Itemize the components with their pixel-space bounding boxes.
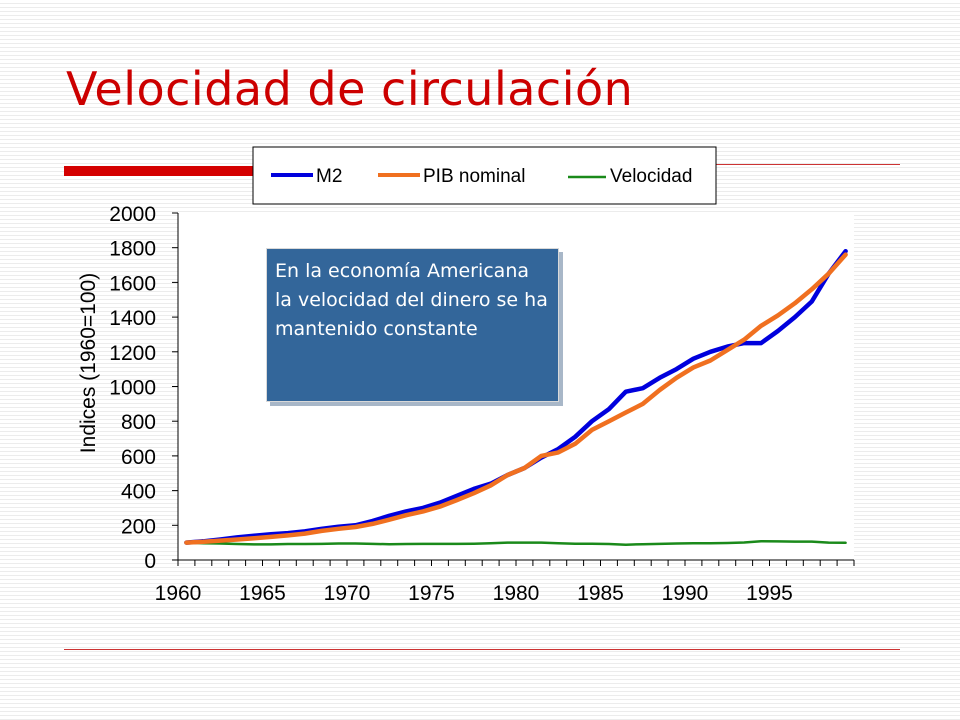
y-tick-label: 0 <box>144 550 156 573</box>
series-lines <box>184 248 848 546</box>
footer-rule <box>64 649 900 650</box>
legend-label-pib: PIB nominal <box>423 166 525 187</box>
x-tick-label: 1995 <box>746 582 793 605</box>
x-tick-label: 1965 <box>239 582 286 605</box>
series-line-velocidad <box>185 540 847 546</box>
title-accent-bar <box>64 166 254 176</box>
x-tick-label: 1980 <box>493 582 540 605</box>
x-tick-label: 1975 <box>408 582 455 605</box>
x-axis-ticks: 1960 1965 1970 1975 1980 1985 1990 1995 <box>155 560 855 605</box>
y-tick-label: 2000 <box>109 203 156 226</box>
x-tick-label: 1990 <box>662 582 709 605</box>
slide-title: Velocidad de circulación <box>66 62 634 116</box>
y-tick-label: 800 <box>121 411 156 434</box>
y-tick-label: 1400 <box>109 307 156 330</box>
y-tick-label: 600 <box>121 446 156 469</box>
legend: M2 PIB nominal Velocidad <box>252 146 717 205</box>
x-tick-label: 1985 <box>577 582 624 605</box>
legend-box <box>252 146 717 205</box>
y-tick-label: 400 <box>121 481 156 504</box>
y-tick-label: 1200 <box>109 342 156 365</box>
x-tick-label: 1970 <box>324 582 371 605</box>
y-tick-label: 200 <box>121 515 156 538</box>
y-tick-label: 1000 <box>109 377 156 400</box>
y-tick-label: 1600 <box>109 272 156 295</box>
callout-box: En la economía Americana la velocidad de… <box>266 248 559 402</box>
legend-label-velocidad: Velocidad <box>610 166 692 187</box>
x-tick-label: 1960 <box>155 582 202 605</box>
y-tick-label: 1800 <box>109 238 156 261</box>
y-axis-ticks: 0 200 400 600 800 1000 1200 1400 1600 1800 2000 <box>109 203 178 573</box>
y-axis-label: Indices (1960=100) <box>77 273 100 453</box>
legend-label-m2: M2 <box>316 166 342 187</box>
series-line-pib-nominal <box>184 252 848 545</box>
